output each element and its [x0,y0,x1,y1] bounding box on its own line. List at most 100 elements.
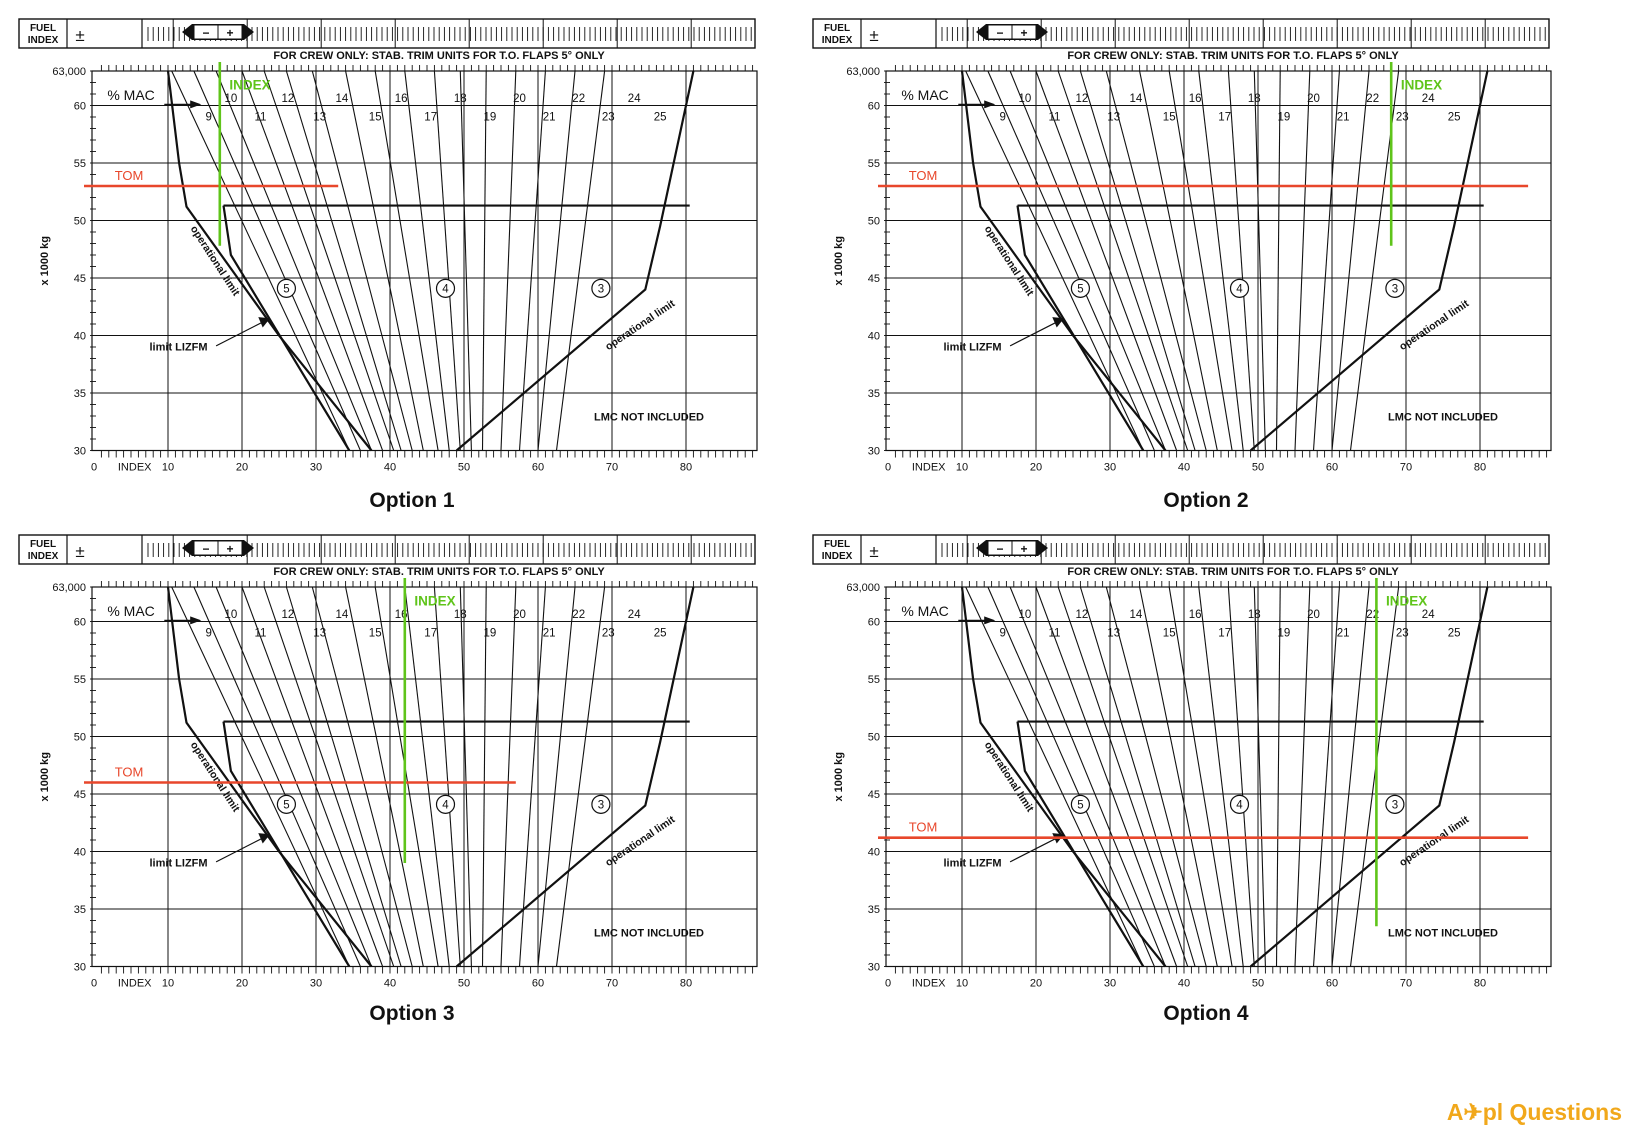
mac-line [1035,70,1178,451]
mac-line [481,586,487,967]
mac-value-label: 18 [1248,609,1261,621]
mac-line [1253,70,1266,451]
x-tick-label: 80 [680,462,692,474]
plus-label: + [226,542,233,556]
zone-circle [276,278,296,298]
plot-frame [885,70,1552,452]
x-tick-label: 30 [1104,462,1116,474]
zone-circle [1229,794,1250,814]
operational-limit-label-right: operational limit [603,813,677,869]
crew-only-note: FOR CREW ONLY: STAB. TRIM UNITS FOR T.O.… [273,50,605,62]
mac-value-label: 20 [513,93,526,105]
mac-line [987,70,1155,451]
mac-value-label: 18 [454,609,467,621]
mac-value-label: 13 [1107,111,1120,123]
x-tick-label: 20 [1030,462,1042,474]
y-tick-label: 45 [74,273,86,285]
mac-value-label: 20 [1307,609,1320,621]
x-tick-label: 70 [1400,978,1412,990]
mac-value-label: 22 [572,609,585,621]
minus-label: − [996,26,1003,40]
lizfm-arrow-head [1052,317,1065,328]
x-tick-label: 60 [532,462,544,474]
index-axis-label: INDEX [912,978,946,990]
mac-arrow-head [190,100,202,109]
option-4-caption: Option 4 [1163,1002,1249,1025]
tom-label: TOM [115,168,144,183]
fuel-index-label: FUEL [30,539,56,550]
mac-line [555,70,606,451]
mac-line [481,70,487,451]
limit-lizfm-label: limit LIZFM [944,341,1002,353]
y-axis-label: x 1000 kg [833,752,845,802]
option-1-caption: Option 1 [369,489,455,512]
crew-only-note: FOR CREW ONLY: STAB. TRIM UNITS FOR T.O.… [273,566,605,578]
mac-line [1057,70,1189,451]
mac-line [1227,586,1255,967]
x-tick-label: 40 [1178,462,1190,474]
x-tick-label: 70 [1400,462,1412,474]
index-axis-label: INDEX [912,462,946,474]
mac-line [263,70,395,451]
lizfm-arrow [1009,320,1060,347]
y-tick-label: 40 [74,847,86,859]
mac-value-label: 15 [1163,111,1176,123]
mac-line [987,586,1155,967]
mac-value-label: 10 [1019,93,1032,105]
x-tick-label: 0 [91,462,97,474]
mac-label: % MAC [901,87,948,103]
mac-line [555,586,606,967]
mac-line [193,70,361,451]
mac-value-label: 19 [1278,111,1291,123]
mac-line [404,586,450,967]
mac-value-label: 13 [313,111,326,123]
y-tick-label: 40 [868,331,880,343]
mac-line [1009,70,1167,451]
x-tick-label: 60 [1326,462,1338,474]
mac-value-label: 13 [1107,627,1120,639]
limit-lizfm-line [1016,721,1145,968]
x-tick-label: 50 [458,462,470,474]
zone-circle [591,278,611,298]
index-line-label: INDEX [414,593,455,608]
mac-value-label: 18 [1248,93,1261,105]
mac-value-label: 22 [572,93,585,105]
y-tick-label: 30 [868,446,880,458]
fuel-index-label: FUEL [824,23,850,34]
option-4-panel: FUEL INDEX ± − + FOR CREW ONLY: STAB. TRIM UN… [806,530,1606,1070]
mac-arrow-head [190,616,202,625]
mac-value-label: 11 [255,627,267,639]
y-tick-label: 63,000 [846,582,880,594]
mac-line [263,586,395,967]
zone-number: 5 [1077,799,1083,811]
operational-limit-right [455,70,695,452]
mac-line [1253,586,1266,967]
mac-value-label: 21 [543,627,556,639]
mac-value-label: 13 [313,627,326,639]
operational-limit-label-right: operational limit [1397,813,1471,869]
mac-value-label: 25 [1448,627,1461,639]
mac-value-label: 22 [1366,93,1379,105]
x-tick-label: 10 [162,462,174,474]
operational-limit-left [166,586,373,968]
operational-limit-left [166,70,373,452]
zone-number: 3 [598,283,604,295]
x-tick-label: 10 [956,462,968,474]
mac-line [374,586,439,967]
mac-line [965,586,1144,967]
x-tick-label: 70 [606,462,618,474]
mac-value-label: 14 [1130,93,1143,105]
fuel-index-label: INDEX [28,551,59,562]
zone-number: 4 [442,799,449,811]
mac-line [1168,586,1233,967]
operational-limit-label-right: operational limit [603,297,677,353]
y-tick-label: 35 [74,388,86,400]
x-tick-label: 60 [1326,978,1338,990]
limit-lizfm-line [1016,205,1145,452]
mac-line [374,70,439,451]
mac-line [1079,70,1196,451]
x-tick-label: 10 [162,978,174,990]
y-tick-label: 45 [74,789,86,801]
